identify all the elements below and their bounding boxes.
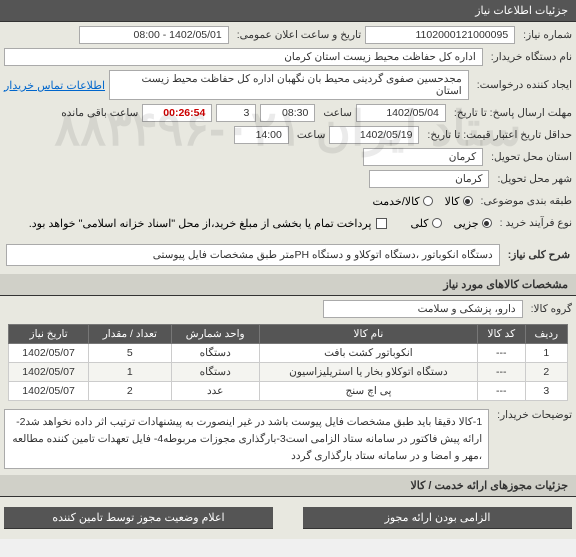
table-row: 3---پی اچ سنجعدد21402/05/07	[9, 382, 568, 401]
time-label-2: ساعت	[293, 129, 326, 141]
city-label: شهر محل تحویل:	[493, 173, 572, 185]
announce-label: تاریخ و ساعت اعلان عمومی:	[233, 29, 361, 41]
remaining-label: ساعت باقی مانده	[57, 107, 138, 119]
goods-group-label: گروه کالا:	[527, 303, 572, 315]
table-cell: دستگاه اتوکلاو بخار یا استریلیزاسیون	[259, 363, 477, 382]
grouping-label: طبقه بندی موضوعی:	[477, 195, 572, 207]
buyproc-radio-1[interactable]: کلی	[411, 217, 442, 230]
table-cell: 1402/05/07	[9, 363, 89, 382]
deadline-label: مهلت ارسال پاسخ: تا تاریخ:	[450, 107, 572, 119]
buyproc-opt-1: کلی	[411, 217, 429, 230]
buyer-notes-box: 1-کالا دقیقا باید طبق مشخصات فایل پیوست …	[4, 409, 489, 469]
description-box: دستگاه انکوباتور ،دستگاه اتوکلاو و دستگا…	[6, 244, 500, 266]
table-cell: انکوباتور کشت بافت	[259, 344, 477, 363]
table-cell: ---	[477, 344, 525, 363]
table-cell: 1	[89, 363, 171, 382]
auth-required-header: الزامی بودن ارائه مجوز	[303, 507, 572, 529]
payment-checkbox[interactable]: پرداخت تمام یا بخشی از مبلغ خرید،از محل …	[29, 217, 387, 230]
goods-panel: گروه کالا: دارو، پزشکی و سلامت ردیفکد کا…	[0, 296, 576, 475]
auth-status-header: اعلام وضعیت مجوز توسط تامین کننده	[4, 507, 273, 529]
need-no-label: شماره نیاز:	[519, 29, 572, 41]
remaining-timer: 00:26:54	[142, 104, 212, 122]
table-cell: 2	[525, 363, 567, 382]
table-col-header: کد کالا	[477, 325, 525, 344]
table-cell: 1402/05/07	[9, 382, 89, 401]
table-cell: 2	[89, 382, 171, 401]
table-cell: ---	[477, 363, 525, 382]
section-info-header: جزئیات اطلاعات نیاز	[0, 0, 576, 22]
province-label: استان محل تحویل:	[487, 151, 572, 163]
desc-header: شرح کلی نیاز:	[504, 249, 570, 261]
time-label-1: ساعت	[319, 107, 352, 119]
city-value: کرمان	[369, 170, 489, 188]
buyer-notes-label: توضیحات خریدار:	[493, 409, 572, 421]
grouping-opt-1: کالا/خدمت	[372, 195, 419, 208]
table-cell: دستگاه	[171, 344, 259, 363]
buyer-label: نام دستگاه خریدار:	[487, 51, 572, 63]
buyproc-label: نوع فرآیند خرید :	[496, 217, 572, 229]
goods-header: مشخصات کالاهای مورد نیاز	[0, 274, 576, 296]
deadline-days: 3	[216, 104, 256, 122]
table-col-header: تعداد / مقدار	[89, 325, 171, 344]
deadline-date: 1402/05/04	[356, 104, 446, 122]
table-row: 1---انکوباتور کشت بافتدستگاه51402/05/07	[9, 344, 568, 363]
offers-header: جزئیات مجوزهای ارائه خدمت / کالا	[0, 475, 576, 497]
table-col-header: تاریخ نیاز	[9, 325, 89, 344]
table-cell: 1402/05/07	[9, 344, 89, 363]
table-cell: پی اچ سنج	[259, 382, 477, 401]
grouping-radio-1[interactable]: کالا/خدمت	[372, 195, 432, 208]
validity-label: حداقل تاریخ اعتبار قیمت: تا تاریخ:	[423, 129, 572, 141]
table-col-header: نام کالا	[259, 325, 477, 344]
goods-group-value: دارو، پزشکی و سلامت	[323, 300, 523, 318]
table-cell: عدد	[171, 382, 259, 401]
table-cell: ---	[477, 382, 525, 401]
table-col-header: واحد شمارش	[171, 325, 259, 344]
requester-value: مجدحسین صفوی گردینی محیط بان نگهبان ادار…	[109, 70, 469, 100]
validity-date: 1402/05/19	[329, 126, 419, 144]
buyproc-radio-group: جزیی کلی	[411, 217, 492, 230]
payment-note: پرداخت تمام یا بخشی از مبلغ خرید،از محل …	[29, 217, 372, 230]
grouping-opt-0: کالا	[445, 195, 460, 208]
table-cell: 5	[89, 344, 171, 363]
requester-label: ایجاد کننده درخواست:	[473, 79, 572, 91]
table-row: 2---دستگاه اتوکلاو بخار یا استریلیزاسیون…	[9, 363, 568, 382]
table-col-header: ردیف	[525, 325, 567, 344]
buyproc-opt-0: جزیی	[454, 217, 479, 230]
table-cell: دستگاه	[171, 363, 259, 382]
table-cell: 1	[525, 344, 567, 363]
deadline-time: 08:30	[260, 104, 315, 122]
grouping-radio-0[interactable]: کالا	[445, 195, 473, 208]
table-cell: 3	[525, 382, 567, 401]
buyer-value: اداره کل حفاظت محیط زیست استان کرمان	[4, 48, 483, 66]
buyproc-radio-0[interactable]: جزیی	[454, 217, 492, 230]
grouping-radio-group: کالا کالا/خدمت	[372, 195, 472, 208]
need-no-value: 1102000121000095	[365, 26, 515, 44]
form-panel: ستاد ایران ۰۲۱-۸۸۳۴۹۶ شماره نیاز: 110200…	[0, 22, 576, 236]
buyer-contact-link[interactable]: اطلاعات تماس خریدار	[4, 79, 105, 92]
validity-time: 14:00	[234, 126, 289, 144]
goods-table: ردیفکد کالانام کالاواحد شمارشتعداد / مقد…	[8, 324, 568, 401]
announce-value: 1402/05/01 - 08:00	[79, 26, 229, 44]
province-value: کرمان	[363, 148, 483, 166]
